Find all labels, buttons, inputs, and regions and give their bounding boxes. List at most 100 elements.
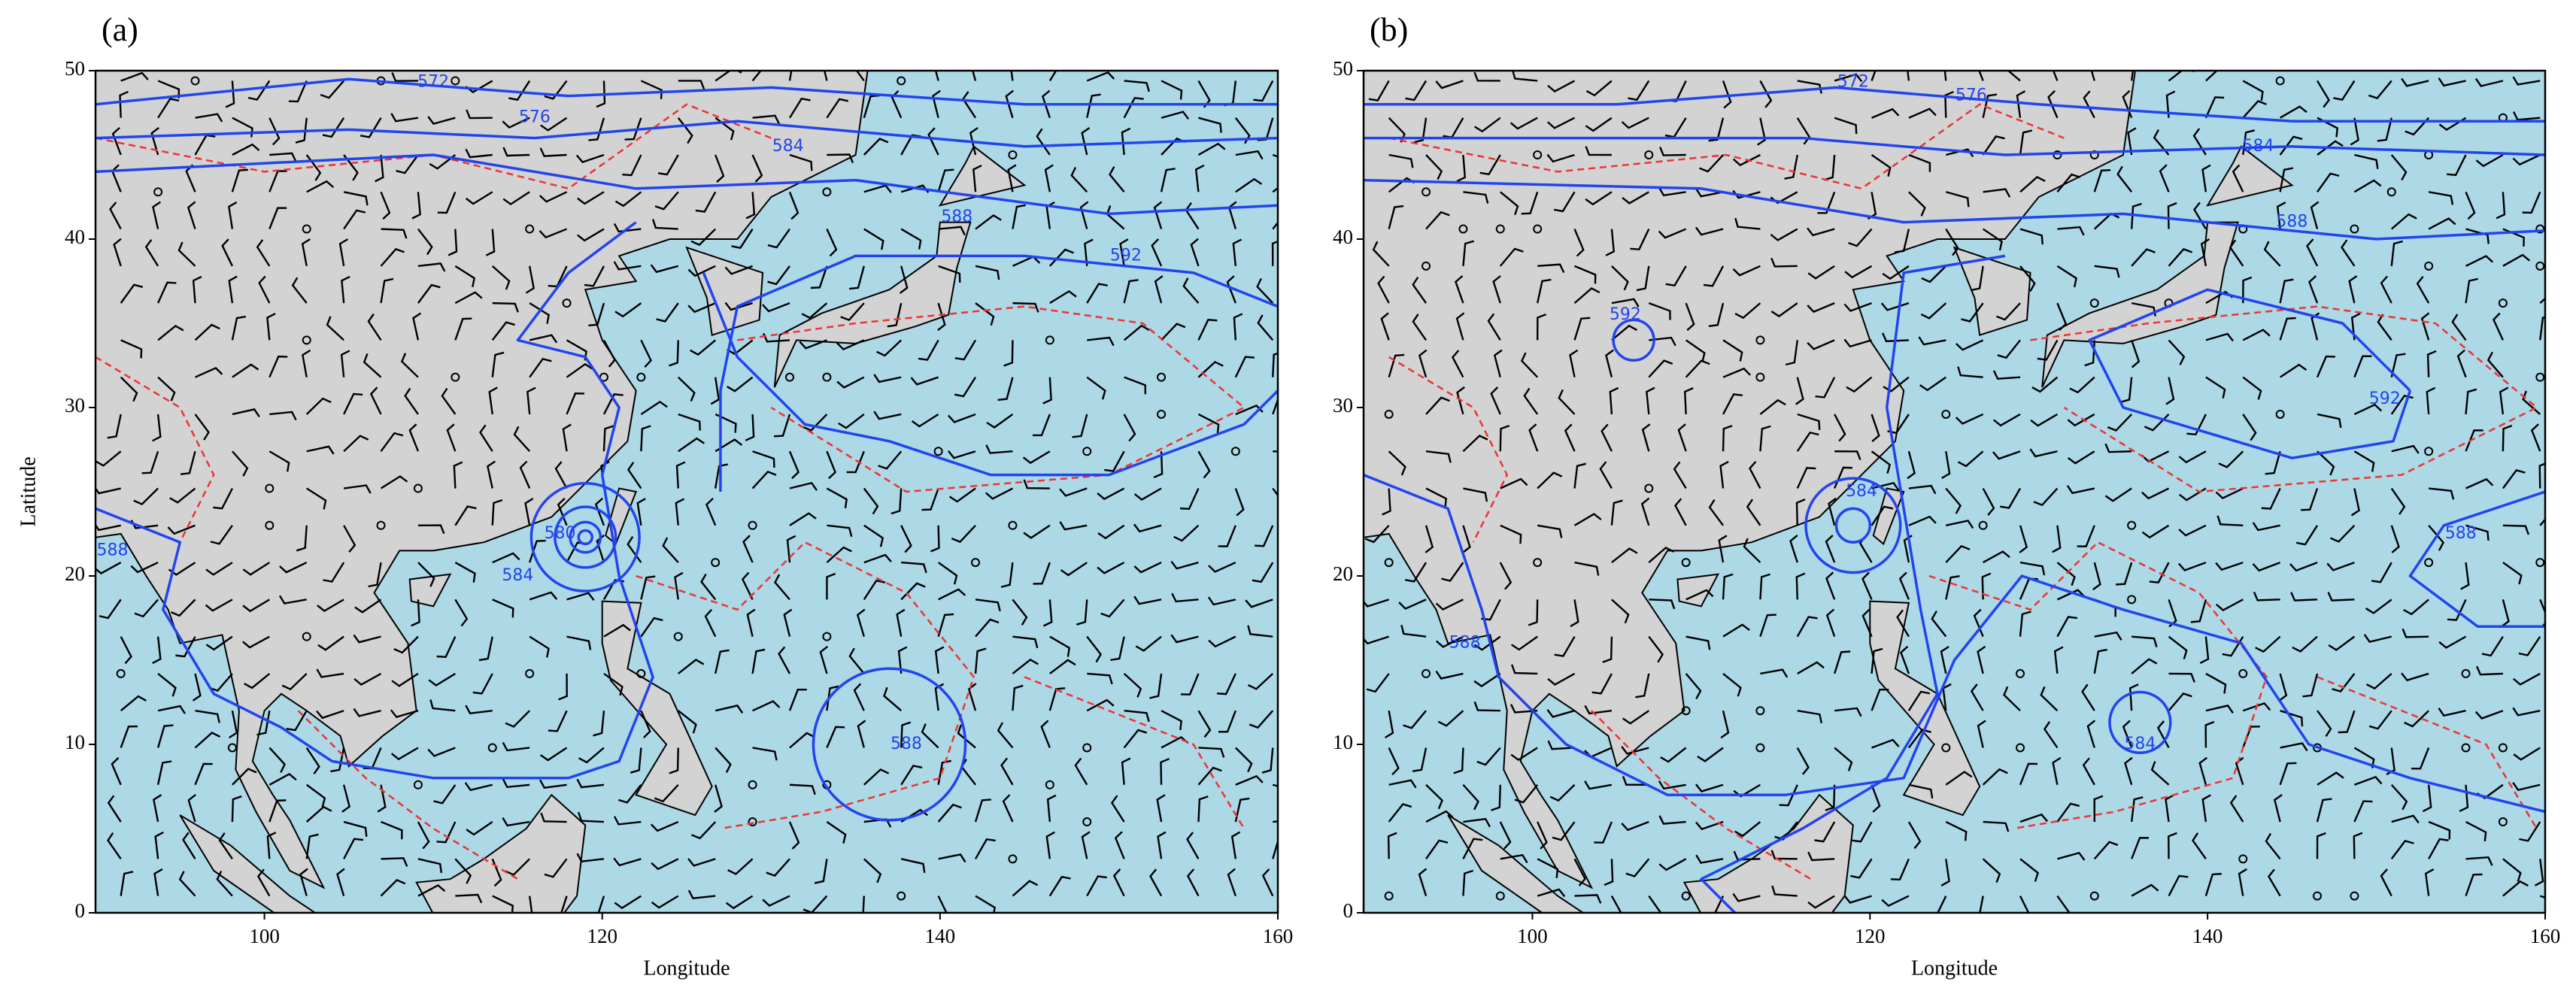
wind-barb <box>540 117 568 132</box>
wind-barb <box>1605 349 1614 377</box>
wind-barb <box>2037 339 2059 361</box>
wind-barb <box>778 646 791 674</box>
wind-barb <box>948 487 976 503</box>
calm-wind <box>2386 187 2396 197</box>
wind-barb <box>454 505 477 526</box>
wind-barb <box>788 97 811 119</box>
wind-barb <box>687 302 716 314</box>
wind-barb <box>205 562 233 576</box>
calm-wind <box>190 76 200 86</box>
wind-barb <box>381 820 403 840</box>
wind-barb <box>774 574 790 601</box>
y-tick-label: 40 <box>1333 226 1353 248</box>
wind-barb <box>1843 895 1872 904</box>
wind-barb <box>2235 756 2244 786</box>
wind-barb <box>1509 117 1538 130</box>
contour-label: 584 <box>772 137 804 156</box>
wind-barb <box>205 635 233 651</box>
calm-wind <box>1008 150 1018 159</box>
wind-barb <box>566 592 595 601</box>
wind-barb <box>972 71 977 81</box>
wind-barb <box>1871 784 1881 813</box>
wind-barb <box>1743 538 1761 563</box>
wind-barb <box>937 613 954 637</box>
wind-barb <box>1971 265 1984 292</box>
contour-label: 576 <box>519 108 551 127</box>
wind-barb <box>2502 524 2530 535</box>
wind-barb <box>1895 229 1910 253</box>
wind-barb <box>2539 599 2545 628</box>
wind-barb <box>1425 396 1450 415</box>
wind-barb <box>566 635 592 650</box>
calm-wind <box>525 668 535 678</box>
wind-barb <box>539 228 567 239</box>
wind-barb <box>1012 599 1028 626</box>
wind-barb <box>1807 227 1835 237</box>
wind-barb <box>1380 312 1390 341</box>
wind-barb <box>1621 746 1649 755</box>
wind-barb <box>1685 302 1695 332</box>
wind-barb <box>228 201 238 229</box>
map-area: 572 576 584 588 592 588 584 580 588 <box>96 71 1278 913</box>
dashed-contour <box>297 710 519 880</box>
wind-barb <box>242 635 270 649</box>
wind-barb <box>1591 673 1613 695</box>
wind-barb <box>1641 423 1651 452</box>
wind-barb <box>2512 76 2541 86</box>
wind-barb <box>341 275 350 304</box>
wind-barb <box>1537 263 1565 273</box>
wind-barb <box>2429 487 2455 500</box>
calm-wind <box>2424 261 2434 271</box>
wind-barb <box>2168 71 2195 82</box>
wind-barb <box>369 386 382 415</box>
wind-barb <box>390 113 419 123</box>
wind-barb <box>1453 747 1464 774</box>
calm-wind <box>822 187 832 197</box>
wind-barb <box>417 821 430 850</box>
wind-barb <box>343 209 366 230</box>
wind-barb <box>873 411 902 420</box>
wind-barb <box>2512 153 2541 166</box>
calm-wind <box>451 76 460 86</box>
wind-barb <box>560 895 568 913</box>
wind-barb <box>838 414 865 429</box>
calm-wind <box>1422 668 1431 678</box>
wind-barb <box>788 191 800 220</box>
wind-barb <box>557 497 568 526</box>
wind-barb <box>2402 628 2429 638</box>
wind-barb <box>2229 239 2244 267</box>
contour-label: 584 <box>2242 137 2274 156</box>
wind-barb <box>1076 599 1088 626</box>
wind-barb <box>266 832 277 859</box>
y-tick-label: 20 <box>65 562 85 585</box>
wind-barb <box>317 635 344 651</box>
wind-barb <box>1087 672 1113 685</box>
wind-barb <box>1573 462 1586 489</box>
wind-barb <box>1815 377 1836 398</box>
wind-barb <box>1412 314 1428 341</box>
wind-barb <box>2056 173 2081 193</box>
calm-wind <box>451 372 460 382</box>
wind-barb <box>338 238 349 267</box>
wind-barb <box>244 672 271 689</box>
wind-barb <box>2353 179 2382 193</box>
wind-barb <box>2390 213 2417 230</box>
wind-barb <box>1425 810 1454 823</box>
wind-barb <box>731 228 754 250</box>
wind-barb <box>2198 756 2208 786</box>
wind-barb <box>2424 868 2435 896</box>
wind-barb <box>1072 414 1088 438</box>
wind-barb <box>1425 211 1450 230</box>
wind-barb <box>1900 645 1910 674</box>
wind-barb <box>2411 747 2430 770</box>
wind-barb <box>1683 387 1694 415</box>
calm-wind <box>487 743 497 753</box>
wind-barb <box>2107 414 2133 432</box>
wind-barb <box>363 353 382 378</box>
wind-barb <box>1983 820 2010 832</box>
wind-barb <box>231 315 247 341</box>
wind-barb <box>1807 851 1835 862</box>
wind-barb <box>305 397 332 415</box>
wind-barb <box>1796 432 1819 452</box>
